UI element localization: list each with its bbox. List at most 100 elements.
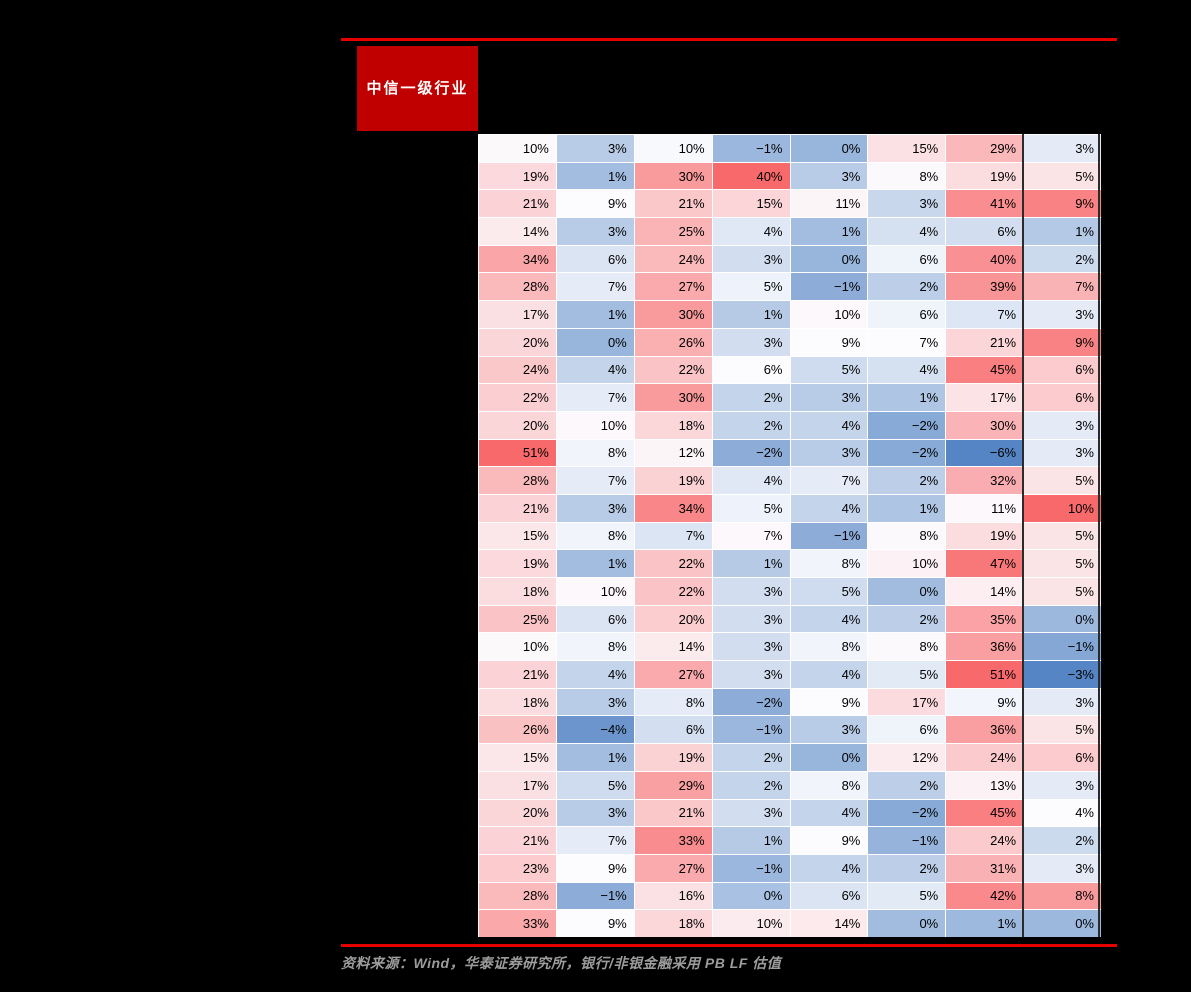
heatmap-cell: 42% <box>946 882 1024 910</box>
heatmap-cell: 4% <box>1024 799 1101 827</box>
heatmap-cell: 4% <box>790 854 868 882</box>
heatmap-cell: 21% <box>634 190 712 218</box>
heatmap-cell: 15% <box>479 522 556 550</box>
heatmap-cell: 18% <box>634 910 712 937</box>
heatmap-cell: −1% <box>1024 633 1101 661</box>
heatmap-cell: −1% <box>556 882 634 910</box>
heatmap-cell: 3% <box>1024 411 1101 439</box>
heatmap-cell: 8% <box>868 633 946 661</box>
heatmap-cell: 3% <box>790 716 868 744</box>
heatmap-cell: 45% <box>946 799 1024 827</box>
heatmap-cell: 7% <box>634 522 712 550</box>
last-column-left-divider <box>1022 134 1024 937</box>
heatmap-cell: 19% <box>634 744 712 771</box>
heatmap-cell: 0% <box>1024 910 1101 937</box>
heatmap-cell: 4% <box>556 356 634 384</box>
top-accent-rule <box>341 38 1117 41</box>
heatmap-cell: 6% <box>946 218 1024 245</box>
heatmap-cell: −4% <box>556 716 634 744</box>
heatmap-cell: 1% <box>868 494 946 522</box>
heatmap-cell: 3% <box>868 190 946 218</box>
source-note: 资料来源：Wind，华泰证券研究所，银行/非银金融采用 PB LF 估值 <box>341 955 782 971</box>
heatmap-cell: 28% <box>479 882 556 910</box>
heatmap-cell: 17% <box>479 301 556 328</box>
heatmap-cell: 40% <box>712 162 790 190</box>
heatmap-cell: 24% <box>946 827 1024 854</box>
heatmap-cell: 6% <box>1024 356 1101 384</box>
heatmap-cell: 5% <box>1024 162 1101 190</box>
heatmap-cell: 1% <box>712 550 790 578</box>
heatmap-cell: 39% <box>946 273 1024 301</box>
heatmap-cell: 0% <box>790 245 868 273</box>
heatmap-cell: 6% <box>868 716 946 744</box>
heatmap-cell: −1% <box>790 273 868 301</box>
heatmap-cell: 51% <box>479 439 556 467</box>
heatmap-cell: 21% <box>479 661 556 688</box>
heatmap-cell: 31% <box>946 854 1024 882</box>
heatmap-cell: 10% <box>712 910 790 937</box>
heatmap-cell: 15% <box>479 744 556 771</box>
heatmap-cell: 33% <box>479 910 556 937</box>
heatmap-cell: 5% <box>556 771 634 799</box>
heatmap-cell: 0% <box>1024 605 1101 633</box>
heatmap-cell: 2% <box>868 467 946 494</box>
heatmap-cell: 24% <box>946 744 1024 771</box>
heatmap-cell: 5% <box>790 356 868 384</box>
heatmap-cell: 3% <box>1024 135 1101 162</box>
heatmap-cell: 9% <box>556 910 634 937</box>
heatmap-cell: 6% <box>712 356 790 384</box>
heatmap-cell: 45% <box>946 356 1024 384</box>
heatmap-cell: 6% <box>634 716 712 744</box>
heatmap-cell: 8% <box>790 633 868 661</box>
heatmap-cell: 9% <box>790 328 868 356</box>
heatmap-cell: −3% <box>1024 661 1101 688</box>
heatmap-cell: 3% <box>712 245 790 273</box>
heatmap-cell: 17% <box>946 384 1024 411</box>
heatmap-cell: 30% <box>634 384 712 411</box>
heatmap-cell: 14% <box>479 218 556 245</box>
heatmap-cell: 9% <box>556 190 634 218</box>
heatmap-cell: 0% <box>868 910 946 937</box>
heatmap-cell: 8% <box>868 162 946 190</box>
heatmap-cell: 10% <box>790 301 868 328</box>
heatmap-cell: 18% <box>479 578 556 605</box>
heatmap-cell: 22% <box>634 578 712 605</box>
heatmap-cell: 20% <box>634 605 712 633</box>
heatmap-cell: 1% <box>1024 218 1101 245</box>
heatmap-cell: 0% <box>790 744 868 771</box>
heatmap-cell: 8% <box>868 522 946 550</box>
heatmap-cell: 22% <box>634 356 712 384</box>
heatmap-cell: 5% <box>1024 578 1101 605</box>
heatmap-cell: 1% <box>556 301 634 328</box>
heatmap-cell: 3% <box>556 688 634 716</box>
heatmap-cell: 4% <box>868 218 946 245</box>
heatmap-cell: 8% <box>556 522 634 550</box>
heatmap-cell: 7% <box>1024 273 1101 301</box>
heatmap-cell: 27% <box>634 854 712 882</box>
heatmap-cell: 7% <box>712 522 790 550</box>
heatmap-cell: 41% <box>946 190 1024 218</box>
heatmap-cell: 7% <box>790 467 868 494</box>
heatmap-cell: 8% <box>790 771 868 799</box>
heatmap-cell: 3% <box>1024 301 1101 328</box>
heatmap-cell: 2% <box>1024 827 1101 854</box>
heatmap-cell: 6% <box>556 245 634 273</box>
heatmap-cell: −6% <box>946 439 1024 467</box>
heatmap-cell: 25% <box>634 218 712 245</box>
heatmap-cell: 26% <box>479 716 556 744</box>
heatmap-cell: 9% <box>790 688 868 716</box>
heatmap-cell: 7% <box>556 384 634 411</box>
heatmap-cell: 5% <box>1024 550 1101 578</box>
heatmap-cell: 1% <box>556 744 634 771</box>
heatmap-cell: 27% <box>634 273 712 301</box>
heatmap-cell: 15% <box>868 135 946 162</box>
heatmap-cell: 21% <box>479 494 556 522</box>
heatmap-cell: 9% <box>1024 328 1101 356</box>
heatmap-cell: 18% <box>479 688 556 716</box>
heatmap-cell: 24% <box>634 245 712 273</box>
heatmap-cell: 4% <box>556 661 634 688</box>
heatmap-cell: 3% <box>556 799 634 827</box>
heatmap-cell: 28% <box>479 467 556 494</box>
heatmap-cell: 9% <box>946 688 1024 716</box>
heatmap-cell: 19% <box>479 550 556 578</box>
